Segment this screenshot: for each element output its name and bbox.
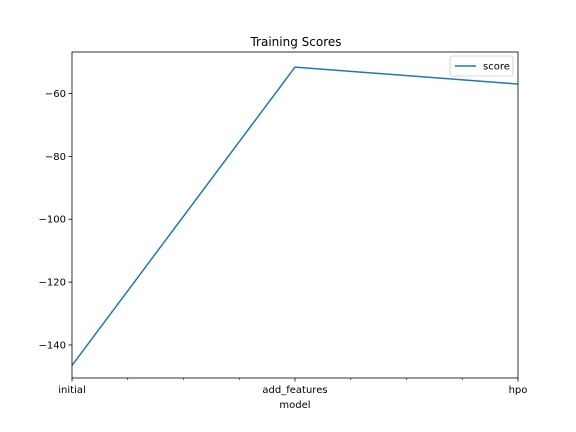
y-axis: −140 −120 −100 −80 −60 [39, 89, 72, 351]
x-axis-label: model [279, 400, 310, 411]
series-layer [71, 66, 519, 366]
legend-box [449, 55, 514, 77]
y-tick-label: −100 [39, 215, 66, 226]
y-tick-label: −60 [45, 89, 66, 100]
x-axis: initial add_features hpo [58, 378, 527, 396]
series-line-score [71, 66, 519, 366]
y-tick-label: −140 [39, 340, 66, 351]
x-tick-label: add_features [262, 385, 327, 396]
legend: score [449, 55, 514, 77]
legend-label: score [483, 62, 510, 73]
x-tick-label: initial [58, 385, 86, 396]
y-tick-label: −80 [45, 152, 66, 163]
y-tick-label: −120 [39, 278, 66, 289]
chart-title: Training Scores [249, 35, 341, 49]
x-tick-label: hpo [509, 385, 528, 396]
